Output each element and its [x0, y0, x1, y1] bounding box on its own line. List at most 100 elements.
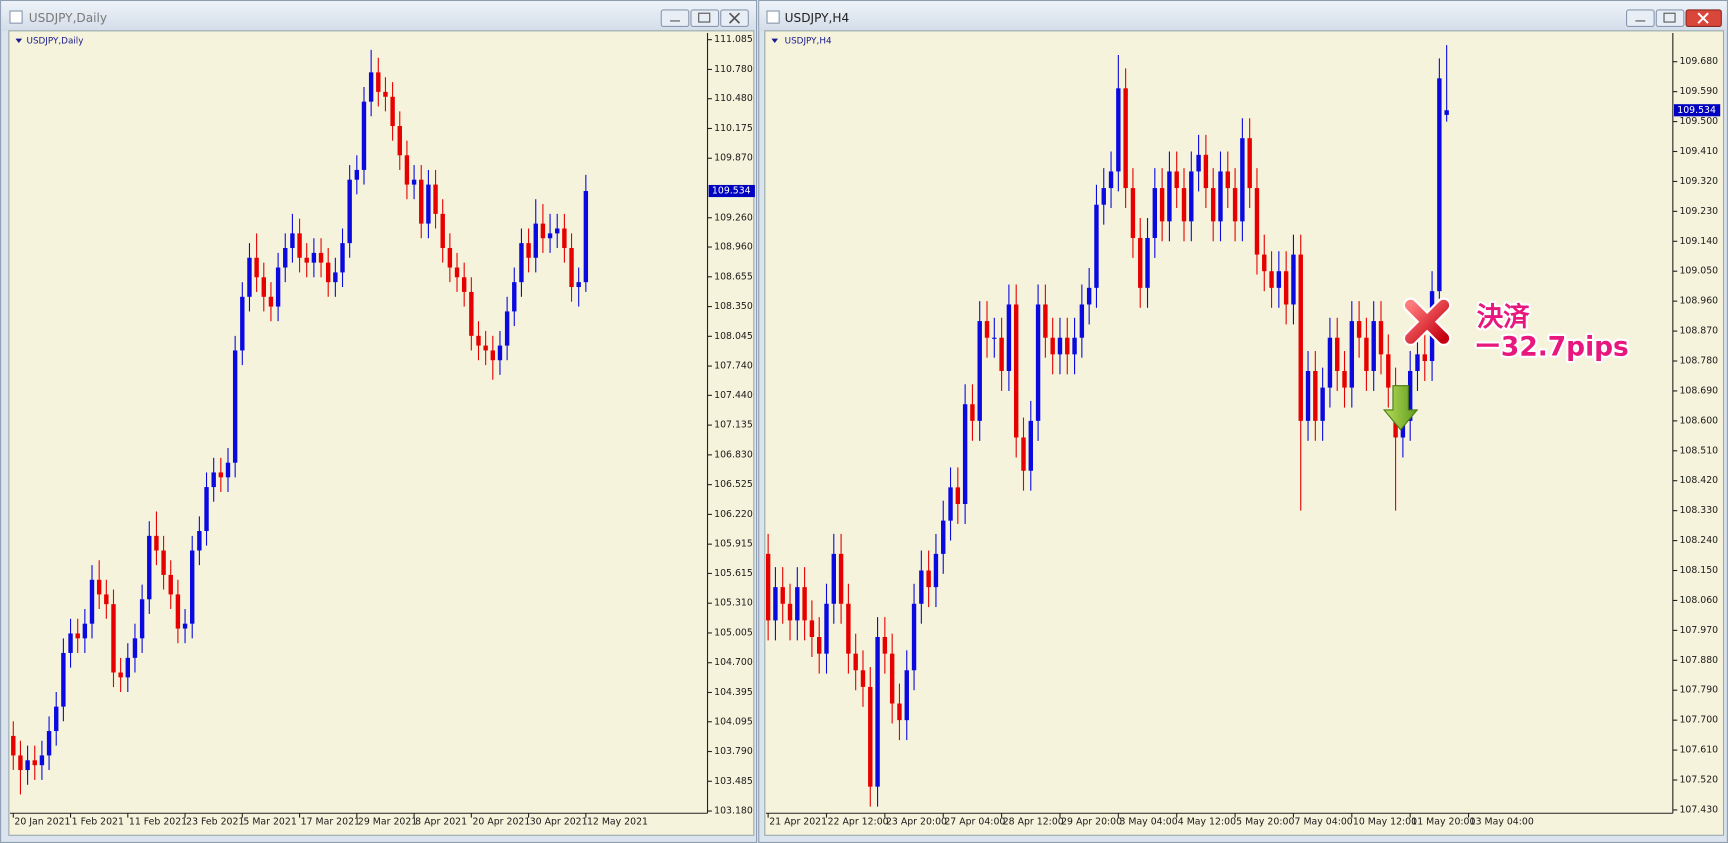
candle-body [933, 553, 939, 588]
y-tick-label: 108.150 [1679, 565, 1718, 576]
x-tick-label: 10 May 12:00 [1353, 817, 1417, 828]
candle-body [426, 184, 431, 224]
candle-body [941, 520, 946, 554]
candle-body [96, 579, 102, 595]
x-tick-label: 20 Jan 2021 [14, 817, 70, 828]
y-tick-label: 105.615 [714, 568, 753, 579]
candle-body [504, 311, 510, 346]
candle-body [970, 404, 975, 421]
candle-body [1094, 204, 1099, 288]
y-tick-label: 109.230 [1679, 206, 1718, 217]
candle-body [297, 233, 302, 258]
candle-body [1086, 287, 1092, 305]
candle-body [984, 321, 990, 338]
candle-body [325, 262, 331, 283]
x-tick-label: 3 May 04:00 [1119, 817, 1177, 828]
close-glyph [728, 12, 741, 24]
candle-body [54, 706, 59, 732]
y-tick-label: 109.680 [1679, 56, 1718, 67]
y-tick-label: 110.175 [714, 123, 753, 134]
candle-body [397, 126, 402, 156]
candle-body [469, 291, 474, 336]
candle-body [1225, 171, 1230, 189]
y-tick-label: 108.690 [1679, 385, 1718, 396]
candle-body [497, 345, 503, 361]
y-tick-label: 108.420 [1679, 475, 1718, 486]
y-tick-label: 109.320 [1679, 176, 1718, 187]
candle-body [1108, 171, 1114, 189]
candle-body [139, 599, 145, 639]
y-tick-label: 107.700 [1679, 715, 1718, 726]
candle-body [376, 72, 381, 92]
y-tick-label: 107.135 [714, 420, 753, 431]
y-tick-label: 108.655 [714, 271, 753, 282]
candle-body [318, 252, 324, 263]
candle-body [490, 350, 496, 361]
candle-body [1400, 420, 1406, 438]
y-tick-label: 108.350 [714, 301, 753, 312]
exit-icon [1405, 299, 1450, 344]
exit-annotation: 決済 ー32.7pips [1382, 297, 1631, 431]
candle-body [1364, 337, 1369, 371]
candle-body [361, 101, 367, 170]
x-tick-label: 22 Apr 12:00 [828, 817, 889, 828]
symbol-menu[interactable] [771, 38, 779, 43]
y-tick-label: 103.790 [714, 746, 753, 757]
candle-body [904, 670, 909, 721]
candle-body [232, 350, 238, 463]
candle-body [419, 179, 424, 224]
candle-body [787, 603, 793, 621]
y-tick-label: 109.500 [1679, 116, 1718, 127]
y-tick-label: 108.960 [714, 242, 753, 253]
candle-body [992, 337, 997, 339]
candle-body [1123, 88, 1128, 189]
candle-body [1386, 354, 1391, 388]
candle-body [868, 686, 873, 787]
minimize-button[interactable] [660, 9, 690, 27]
maximize-button[interactable] [1655, 9, 1685, 27]
candles [11, 49, 589, 795]
y-tick-label: 108.960 [1679, 296, 1718, 307]
x-tick-label: 5 Mar 2021 [243, 817, 296, 828]
x-tick-label: 29 Apr 20:00 [1061, 817, 1122, 828]
symbol-menu[interactable] [15, 38, 23, 43]
candle-body [1218, 171, 1223, 222]
candle-body [68, 633, 73, 653]
candle-body [161, 550, 166, 575]
y-tick-label: 111.085 [714, 34, 753, 45]
y-tick-label: 106.525 [714, 479, 753, 490]
x-tick-label: 21 Apr 2021 [769, 817, 827, 828]
maximize-button[interactable] [690, 9, 720, 27]
candle-body [204, 487, 209, 531]
x-tick-label: 7 May 04:00 [1295, 817, 1353, 828]
candle-body [512, 282, 517, 312]
candle-body [211, 472, 216, 488]
chart-label: USDJPY,H4 [785, 36, 832, 46]
y-tick-label: 108.060 [1679, 595, 1718, 606]
y-tick-label: 107.970 [1679, 625, 1718, 636]
candle-body [390, 96, 395, 127]
candle-body [283, 248, 288, 268]
y-tick-label: 107.880 [1679, 655, 1718, 666]
x-tick-label: 30 Apr 2021 [530, 817, 588, 828]
y-tick-label: 107.520 [1679, 775, 1718, 786]
candle-body [1145, 237, 1150, 288]
candle-body [182, 623, 188, 629]
candle-body [261, 277, 266, 297]
candle-body [1291, 254, 1296, 305]
candle-body [1262, 254, 1267, 272]
x-tick-label: 17 Mar 2021 [301, 817, 360, 828]
candle-body [1203, 154, 1209, 189]
candle-body [1072, 337, 1077, 355]
candle-body [555, 228, 560, 234]
candle-body [1159, 188, 1165, 222]
y-tick-label: 108.600 [1679, 415, 1718, 426]
candle-body [125, 657, 131, 678]
candle-body [118, 672, 123, 678]
candle-body [1065, 337, 1070, 355]
y-tick-label: 109.140 [1679, 236, 1718, 247]
minimize-button[interactable] [1626, 9, 1655, 27]
candle-body [838, 553, 844, 604]
window-title: USDJPY,Daily [29, 11, 107, 25]
plot-area: 111.085 110.780 110.480 110.175 109.870 109.2… [9, 33, 755, 828]
